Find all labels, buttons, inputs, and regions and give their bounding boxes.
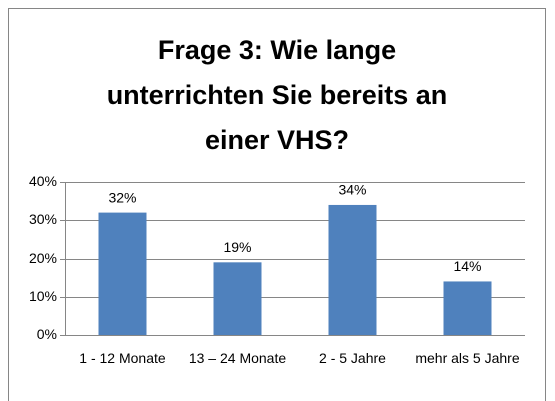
bar [213, 262, 262, 335]
data-label: 19% [223, 239, 251, 255]
bar [328, 204, 377, 335]
x-tick-label: 2 - 5 Jahre [319, 350, 386, 366]
bar [98, 212, 147, 335]
bar [443, 281, 492, 335]
data-label: 14% [453, 258, 481, 274]
y-tick-label: 10% [29, 288, 57, 304]
x-tick-label: mehr als 5 Jahre [415, 350, 520, 366]
chart-title: Frage 3: Wie lange unterrichten Sie bere… [106, 35, 448, 155]
y-tick-label: 30% [29, 211, 57, 227]
y-tick-label: 40% [29, 173, 57, 189]
x-tick-label: 13 – 24 Monate [188, 350, 287, 366]
data-label: 32% [108, 189, 136, 205]
x-tick-label: 1 - 12 Monate [79, 350, 166, 366]
y-tick-label: 0% [37, 326, 57, 342]
y-tick-label: 20% [29, 250, 57, 266]
data-label: 34% [338, 182, 366, 198]
chart-border [8, 8, 546, 401]
